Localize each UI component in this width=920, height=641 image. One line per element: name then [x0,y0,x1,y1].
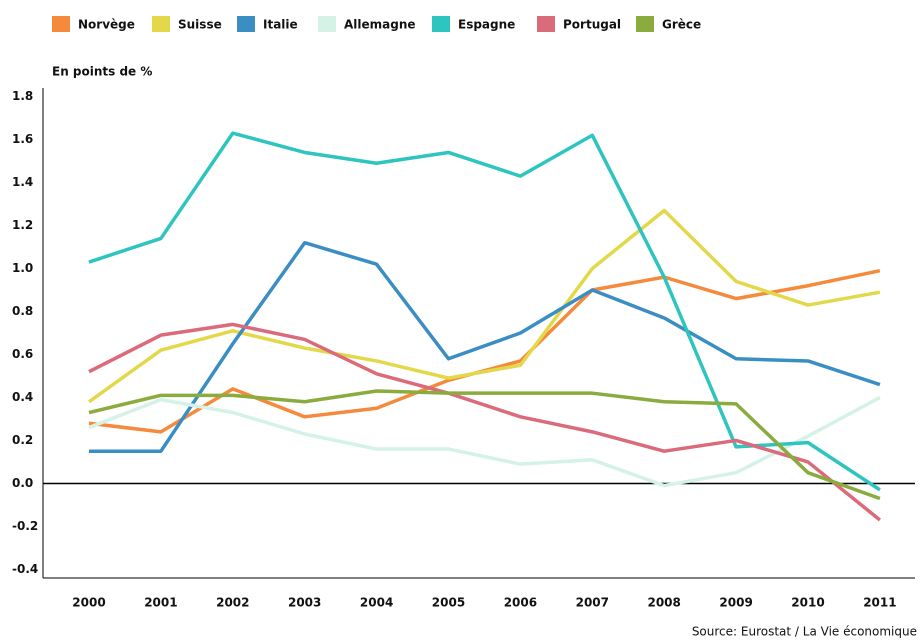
series-line [88,322,881,522]
legend-label: Portugal [563,18,621,32]
x-tick-label: 2008 [647,596,680,610]
legend-swatch [537,16,555,32]
series-line [88,395,881,488]
y-tick-label: -0.2 [12,519,38,533]
x-tick-label: 2001 [144,596,177,610]
series-line [87,208,881,404]
series-line [88,131,881,492]
legend-swatch [432,16,450,32]
y-tick-label: 1.2 [12,218,33,232]
y-tick-label: 0.4 [12,390,33,404]
y-axis-label: En points de % [52,65,152,79]
legend-label: Espagne [458,18,515,32]
y-tick-label: 0.2 [12,433,33,447]
y-tick-label: 1.8 [12,89,33,103]
legend-swatch [52,16,70,32]
y-tick-label: 1.0 [12,261,33,275]
legend-swatch [237,16,255,32]
y-tick-label: 0.0 [12,476,33,490]
x-tick-label: 2002 [216,596,249,610]
legend-label: Italie [263,18,298,32]
y-tick-label: -0.4 [12,562,38,576]
x-tick-label: 2003 [288,596,321,610]
legend-label: Suisse [178,18,222,32]
y-tick-label: 0.6 [12,347,33,361]
legend-swatch [152,16,170,32]
y-tick-label: 0.8 [12,304,33,318]
legend-label: Norvège [78,18,135,32]
x-tick-label: 2000 [72,596,105,610]
source: Source: Eurostat / La Vie économique [692,625,917,639]
legend-swatch [636,16,654,32]
legend-label: Grèce [662,18,701,32]
y-tick-label: 1.4 [12,175,33,189]
x-tick-label: 2011 [863,596,896,610]
x-tick-label: 2005 [432,596,465,610]
y-tick-label: 1.6 [12,132,33,146]
x-tick-label: 2004 [360,596,393,610]
series-line [88,389,881,501]
x-tick-label: 2010 [791,596,824,610]
legend-swatch [318,16,336,32]
legend-label: Allemagne [344,18,416,32]
x-tick-label: 2009 [719,596,752,610]
x-tick-label: 2006 [504,596,537,610]
series-line [89,240,881,453]
x-tick-label: 2007 [576,596,609,610]
